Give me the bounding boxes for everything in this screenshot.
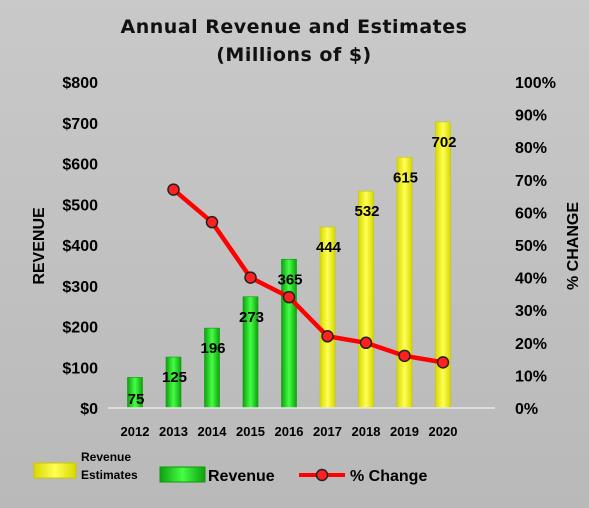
percent-change-point <box>359 336 373 350</box>
percent-change-point <box>321 330 334 343</box>
x-tick-label: 2014 <box>198 424 228 439</box>
y-tick-label: $300 <box>62 279 98 296</box>
chart-title-line-1: Annual Revenue and Estimates <box>121 16 468 38</box>
percent-change-point <box>205 215 219 229</box>
estimate-bar <box>396 157 413 409</box>
x-tick-label: 2015 <box>236 424 265 439</box>
legend-change-marker <box>315 468 329 482</box>
y-tick-label: $400 <box>62 238 98 255</box>
x-tick-label: 2016 <box>275 424 304 439</box>
x-tick-label: 2020 <box>429 424 458 439</box>
percent-change-point <box>282 290 296 304</box>
y2-tick-label: 60% <box>515 205 547 222</box>
y2-axis-ticks: 0% 10% 20% 30% 40% 50% 60% 70% 80% 90% 100% <box>515 75 556 418</box>
y-axis-ticks: $0 $100 $200 $300 $400 $500 $600 $700 $800 <box>62 75 98 418</box>
y-tick-label: $500 <box>62 197 98 214</box>
legend: Revenue Estimates Revenue % Change <box>33 450 427 485</box>
y2-tick-label: 20% <box>515 336 547 353</box>
bar-data-labels: 75 125 196 273 365 444 532 615 702 <box>128 134 457 408</box>
estimate-bar-label: 615 <box>393 169 418 186</box>
y2-tick-label: 30% <box>515 303 547 320</box>
percent-change-point <box>398 349 411 363</box>
x-axis-ticks: 2012 2013 2014 2015 2016 2017 2018 2019 2020 <box>121 424 458 439</box>
estimate-bar-label: 444 <box>316 239 342 256</box>
y-tick-label: $800 <box>62 75 98 92</box>
revenue-bar-label: 273 <box>239 309 264 326</box>
y2-tick-label: 80% <box>515 140 547 157</box>
revenue-bar-label: 365 <box>277 271 302 288</box>
legend-change-label: % Change <box>350 468 427 485</box>
bars <box>127 121 451 409</box>
estimate-bar <box>358 190 374 409</box>
revenue-bar-label: 196 <box>200 340 225 357</box>
percent-change-polyline <box>171 187 446 365</box>
y-tick-label: $100 <box>62 360 98 377</box>
y-tick-label: $0 <box>80 401 98 418</box>
y-tick-label: $700 <box>62 116 98 133</box>
percent-change-line <box>167 183 450 369</box>
y-tick-label: $600 <box>62 157 98 174</box>
y2-tick-label: 40% <box>515 271 547 288</box>
x-tick-label: 2012 <box>121 424 150 439</box>
y-tick-label: $200 <box>62 320 98 337</box>
estimate-bar-label: 702 <box>431 134 456 151</box>
x-tick-label: 2017 <box>313 424 342 439</box>
legend-estimates-label-line-1: Revenue <box>81 450 131 464</box>
y2-tick-label: 70% <box>515 173 547 190</box>
y2-tick-label: 90% <box>515 108 547 125</box>
percent-change-point <box>167 183 180 196</box>
revenue-bar-label: 125 <box>162 369 187 386</box>
x-tick-label: 2013 <box>159 424 188 439</box>
legend-revenue-label: Revenue <box>208 468 275 485</box>
x-tick-label: 2019 <box>390 424 419 439</box>
legend-estimates-swatch <box>33 462 77 479</box>
legend-estimates-label-line-2: Estimates <box>81 468 138 482</box>
y2-axis-title: % CHANGE <box>565 202 582 290</box>
y2-tick-label: 100% <box>515 75 556 92</box>
y2-tick-label: 0% <box>515 401 538 418</box>
x-tick-label: 2018 <box>352 424 381 439</box>
legend-revenue-swatch <box>159 466 206 483</box>
percent-change-point <box>244 271 257 284</box>
y-axis-title: REVENUE <box>31 207 48 285</box>
y2-tick-label: 50% <box>515 238 547 255</box>
revenue-bar-label: 75 <box>128 391 145 408</box>
y2-tick-label: 10% <box>515 368 547 385</box>
percent-change-point <box>436 356 450 369</box>
estimate-bar-label: 532 <box>354 203 379 220</box>
chart-title-line-2: (Millions of $) <box>216 44 371 66</box>
